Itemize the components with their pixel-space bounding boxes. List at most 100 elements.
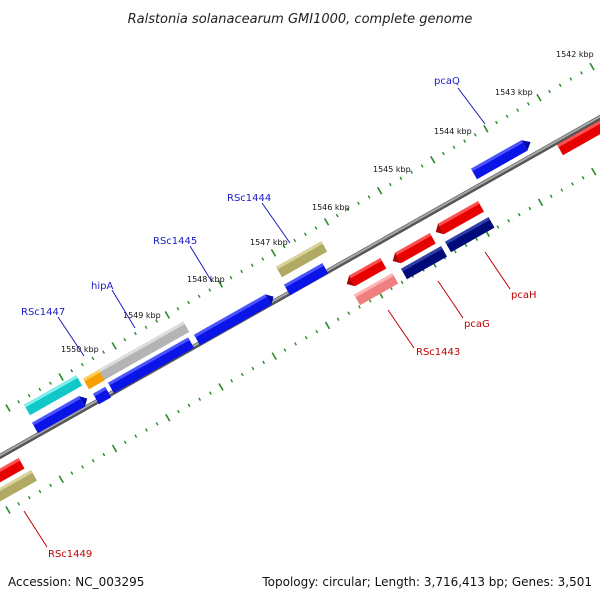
inner-ring-minor-tick <box>17 502 21 506</box>
outer-ring-minor-tick <box>548 89 551 94</box>
reverse-strand-genes <box>0 201 495 504</box>
accession-text: Accession: NC_003295 <box>8 575 144 589</box>
outer-ring-minor-tick <box>516 108 520 112</box>
gene-RSc1443[interactable] <box>354 273 399 306</box>
label-RSc1445[interactable]: RSc1445 <box>153 236 197 247</box>
outer-ring-major-tick <box>111 342 117 350</box>
inner-ring-major-tick <box>271 352 277 361</box>
label-hipA[interactable]: hipA <box>91 281 113 292</box>
outer-ring-minor-tick <box>134 331 137 336</box>
outer-ring-major-tick <box>430 155 436 164</box>
tick-label-1548: 1548 kbp <box>187 275 225 284</box>
outer-ring-minor-tick <box>346 207 350 212</box>
inner-ring-minor-tick <box>549 194 553 198</box>
outer-ring-minor-tick <box>123 337 127 342</box>
inner-ring-minor-tick <box>496 225 500 229</box>
label-RSc1447[interactable]: RSc1447 <box>21 307 65 318</box>
outer-ring-major-tick <box>536 93 542 102</box>
outer-ring-minor-tick <box>410 170 413 174</box>
inner-ring-minor-tick <box>581 176 585 180</box>
label-pcaG[interactable]: pcaG <box>464 319 490 330</box>
gene-fragment-right[interactable] <box>557 120 600 156</box>
outer-ring-minor-tick <box>197 294 201 299</box>
outer-ring-major-tick <box>164 311 170 319</box>
outer-ring-major-tick <box>589 62 595 71</box>
gene-pcaH-red[interactable] <box>433 201 484 237</box>
gene-pcaG[interactable] <box>401 246 447 280</box>
gene-RSc1444[interactable] <box>276 241 328 278</box>
gene-RSc1447[interactable] <box>24 375 83 416</box>
label-pcaH[interactable]: pcaH <box>511 290 537 301</box>
outer-ring-minor-tick <box>399 176 403 181</box>
inner-ring-minor-tick <box>240 372 244 377</box>
inner-ring-minor-tick <box>208 391 212 395</box>
inner-ring-minor-tick <box>315 329 319 334</box>
reverse-gene-labels: pcaH pcaG RSc1443 RSc1449 <box>23 251 537 560</box>
inner-ring-minor-tick <box>507 219 510 223</box>
inner-ring-minor-tick <box>177 409 180 414</box>
outer-ring-major-tick <box>483 124 489 133</box>
outer-ring-minor-tick <box>208 288 212 292</box>
gene-RSc1449[interactable] <box>0 470 37 504</box>
gene-RSc1449-red[interactable] <box>0 458 25 486</box>
outer-ring-minor-tick <box>505 114 509 119</box>
kbp-tick-labels: 1542 kbp 1543 kbp 1544 kbp 1545 kbp 1546… <box>61 50 594 354</box>
inner-ring-minor-tick <box>49 483 53 488</box>
gene-hipA[interactable] <box>98 321 190 381</box>
gene-pcaQ[interactable] <box>471 137 533 180</box>
gene-RSc1447-cds[interactable] <box>32 393 90 434</box>
gene-RSc1444-cds[interactable] <box>284 263 329 296</box>
outer-ring-minor-tick <box>357 201 360 205</box>
inner-ring-minor-tick <box>230 379 234 383</box>
inner-ring-minor-tick <box>134 434 138 438</box>
outer-ring-minor-tick <box>155 319 159 323</box>
outer-ring-minor-tick <box>569 77 573 81</box>
genome-summary-text: Topology: circular; Length: 3,716,413 bp… <box>261 575 592 589</box>
gene-pcaH[interactable] <box>445 217 495 253</box>
inner-ring-major-tick <box>324 321 331 330</box>
tick-label-1543: 1543 kbp <box>495 88 533 97</box>
outer-ring-minor-tick <box>49 381 52 385</box>
inner-ring-minor-tick <box>304 335 308 340</box>
outer-ring-minor-tick <box>102 350 105 354</box>
outer-ring-minor-tick <box>420 164 424 168</box>
outer-ring-minor-tick <box>38 387 42 392</box>
gene-RSc1445[interactable] <box>194 291 277 346</box>
inner-ring-minor-tick <box>102 452 106 457</box>
inner-tick-ring <box>5 167 597 514</box>
label-RSc1444[interactable]: RSc1444 <box>227 193 271 204</box>
tick-label-1544: 1544 kbp <box>434 127 472 136</box>
outer-ring-major-tick <box>5 404 11 412</box>
inner-ring-minor-tick <box>38 489 42 494</box>
label-RSc1443[interactable]: RSc1443 <box>416 347 460 358</box>
outer-ring-major-tick <box>376 186 383 195</box>
outer-ring-minor-tick <box>176 306 180 311</box>
gene-orange[interactable] <box>83 369 105 390</box>
label-RSc1449[interactable]: RSc1449 <box>48 549 92 560</box>
outer-ring-minor-tick <box>187 300 190 305</box>
inner-ring-minor-tick <box>347 311 351 315</box>
outer-ring-major-tick <box>58 373 64 381</box>
outer-ring-minor-tick <box>314 226 318 230</box>
outer-ring-minor-tick <box>473 133 477 137</box>
inner-ring-minor-tick <box>81 465 84 469</box>
forward-gene-labels: pcaQ RSc1444 RSc1445 hipA RSc1447 <box>21 76 486 357</box>
inner-ring-minor-tick <box>283 348 287 352</box>
outer-ring-minor-tick <box>250 263 254 267</box>
outer-ring-minor-tick <box>144 325 148 330</box>
outer-ring-minor-tick <box>303 232 307 236</box>
label-pcaQ[interactable]: pcaQ <box>434 76 460 87</box>
inner-ring-minor-tick <box>145 428 148 432</box>
outer-ring-minor-tick <box>293 238 297 243</box>
gene-pcaG-red[interactable] <box>390 233 436 266</box>
inner-ring-major-tick <box>5 506 11 514</box>
gene-small-blue[interactable] <box>93 386 112 405</box>
inner-ring-minor-tick <box>262 360 266 365</box>
inner-ring-minor-tick <box>475 237 479 242</box>
gene-RSc1443-red[interactable] <box>344 258 387 289</box>
inner-ring-minor-tick <box>560 188 564 192</box>
outer-ring-minor-tick <box>240 269 244 274</box>
tick-label-1545: 1545 kbp <box>373 165 411 174</box>
inner-ring-minor-tick <box>571 182 574 186</box>
gene-hipA-cds[interactable] <box>108 337 195 394</box>
